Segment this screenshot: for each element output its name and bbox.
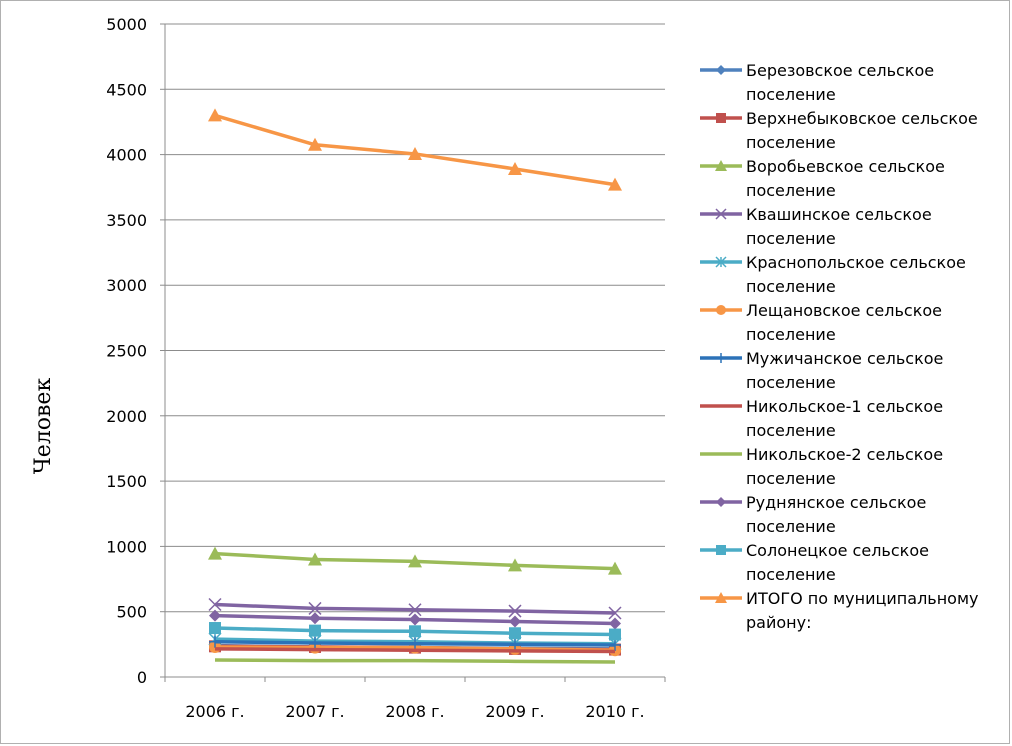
x-tick-label: 2007 г. [285,702,344,721]
legend-label: Краснопольское сельское поселение [746,253,966,296]
data-point [209,635,221,648]
data-point [715,256,727,268]
y-tick-label: 2500 [106,342,147,361]
series-4 [208,597,622,620]
legend-label: Квашинское сельское поселение [746,205,932,248]
data-point [208,597,222,612]
legend-label: Березовское сельское поселение [746,61,934,104]
legend-entry: Лещановское сельское поселение [700,301,942,344]
y-tick-label: 0 [137,668,147,687]
series-11 [209,622,621,641]
data-point [608,561,622,575]
data-point [508,558,522,572]
x-tick-label: 2009 г. [485,702,544,721]
data-point [609,617,621,630]
data-point [209,622,221,635]
legend-entry: Квашинское сельское поселение [700,205,932,248]
y-tick-label: 4000 [106,146,147,165]
y-tick-label: 3500 [106,211,147,230]
series-line [214,647,616,654]
data-point [508,604,522,618]
data-point [309,612,321,625]
y-tick-label: 1000 [106,537,147,556]
data-point [609,628,621,641]
data-point [715,208,727,220]
data-point [408,603,422,617]
y-tick-label: 2000 [106,407,147,426]
data-point [208,108,222,122]
legend: Березовское сельское поселение Верхнебыков… [700,61,979,632]
y-tick-label: 4500 [106,80,147,99]
legend-entry: Руднянское сельское поселение [700,493,926,536]
data-point [716,545,726,555]
legend-entry: Мужичанское сельское поселение [700,349,943,392]
legend-label: Воробьевское сельское поселение [746,157,945,200]
legend-label: Никольское-2 сельское поселение [746,445,943,488]
legend-label: Мужичанское сельское поселение [746,349,943,392]
data-point [716,113,726,123]
data-point [408,554,422,568]
legend-label: Никольское-1 сельское поселение [746,397,943,440]
legend-entry: ИТОГО по муниципальному району: [700,589,979,632]
data-point [608,177,622,191]
y-tick-label: 5000 [106,15,147,34]
legend-label: Лещановское сельское поселение [746,301,942,344]
data-point [308,601,322,615]
series-7 [209,635,621,652]
y-tick-label: 1500 [106,472,147,491]
data-point [309,624,321,637]
y-tick-label: 500 [116,603,147,622]
series-lines [208,108,622,664]
data-point [309,637,321,650]
data-point [715,160,727,171]
data-point [409,637,421,650]
data-point [409,625,421,638]
data-point [308,137,322,151]
data-point [609,639,621,652]
x-tick-label: 2008 г. [385,702,444,721]
data-point [408,146,422,160]
legend-label: Руднянское сельское поселение [746,493,926,536]
axes: 0 500 1000 1500 2000 2500 3000 3500 4000 4500 5000… [106,15,666,721]
series-10 [209,609,621,630]
series-12 [208,108,622,191]
data-point [716,305,726,315]
data-point [509,615,521,628]
series-3 [208,546,622,575]
data-point [715,592,727,603]
legend-label: ИТОГО по муниципальному району: [746,589,979,632]
legend-entry: Никольское-1 сельское поселение [700,397,943,440]
data-point [716,65,726,75]
data-point [508,161,522,175]
legend-entry: Верхнебыковское сельское поселение [700,109,978,152]
y-axis-label: Человек [31,378,56,475]
data-point [509,627,521,640]
x-tick-label: 2006 г. [185,702,244,721]
x-tick-label: 2010 г. [585,702,644,721]
data-point [209,609,221,622]
legend-entry: Березовское сельское поселение [700,61,934,104]
legend-entry: Солонецкое сельское поселение [700,541,929,584]
legend-entry: Краснопольское сельское поселение [700,253,966,296]
series-line [214,658,616,664]
legend-entry: Воробьевское сельское поселение [700,157,945,200]
data-point [716,353,726,363]
series-8 [214,647,616,654]
data-point [308,552,322,566]
data-point [208,546,222,560]
gridlines [165,23,665,613]
data-point [608,606,622,620]
data-point [716,497,726,507]
series-9 [214,658,616,664]
legend-entry: Никольское-2 сельское поселение [700,445,943,488]
y-tick-label: 3000 [106,276,147,295]
legend-label: Верхнебыковское сельское поселение [746,109,978,152]
legend-label: Солонецкое сельское поселение [746,541,929,584]
data-point [509,638,521,651]
data-point [409,613,421,626]
